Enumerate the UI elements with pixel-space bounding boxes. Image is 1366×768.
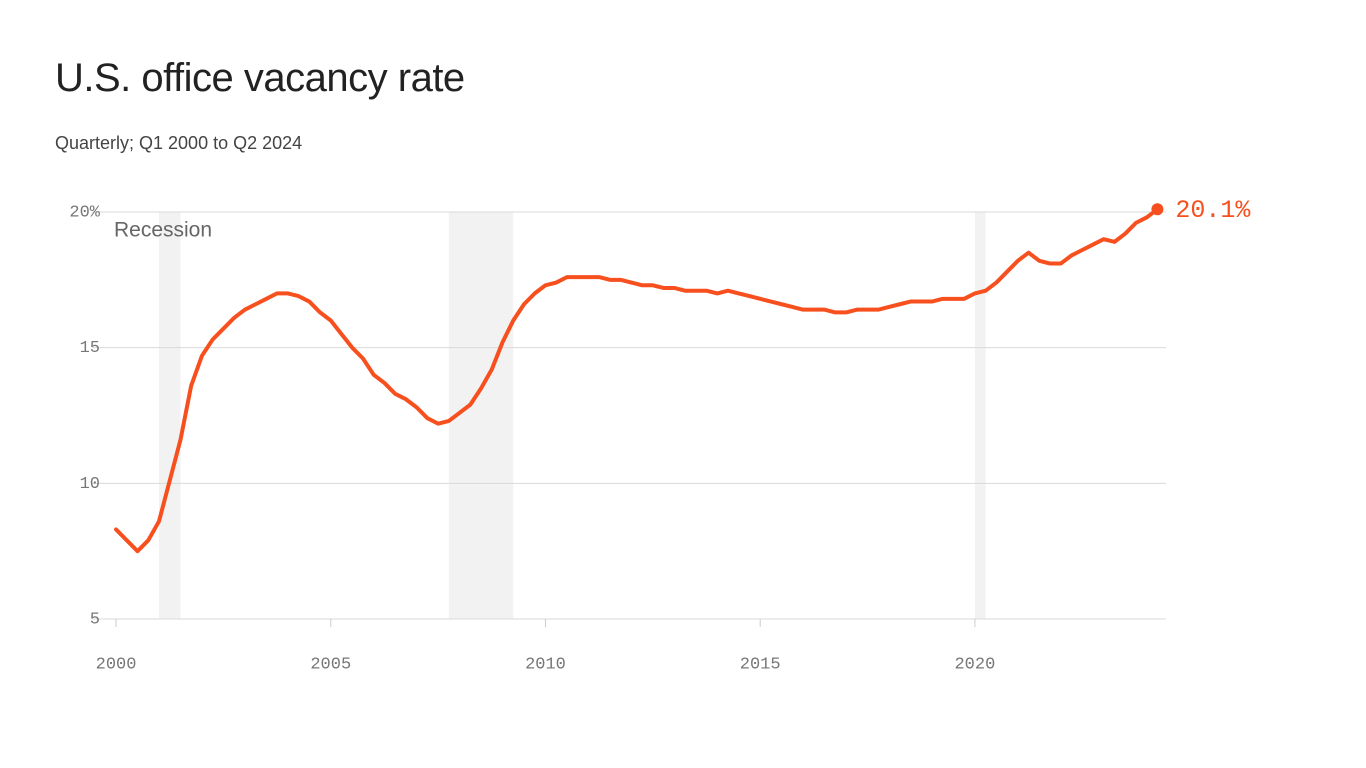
x-tick-label: 2000 bbox=[96, 655, 137, 674]
y-tick-label: 5 bbox=[90, 610, 100, 629]
x-tick-label: 2015 bbox=[740, 655, 781, 674]
recession-label: Recession bbox=[114, 219, 212, 242]
y-tick-label: 20% bbox=[69, 203, 100, 222]
end-point bbox=[1151, 203, 1164, 216]
x-tick-label: 2005 bbox=[310, 655, 351, 674]
recession-band bbox=[448, 212, 514, 619]
recession-band bbox=[158, 212, 181, 619]
x-tick-label: 2010 bbox=[525, 655, 566, 674]
data-line bbox=[114, 207, 1160, 554]
value-label: 20.1% bbox=[1175, 196, 1251, 225]
chart-title: U.S. office vacancy rate bbox=[55, 56, 465, 100]
x-tick-label: 2020 bbox=[954, 655, 995, 674]
chart-subtitle: Quarterly; Q1 2000 to Q2 2024 bbox=[55, 133, 303, 153]
recession-band bbox=[974, 212, 986, 619]
y-tick-label: 15 bbox=[80, 339, 100, 358]
y-tick-label: 10 bbox=[80, 475, 100, 494]
